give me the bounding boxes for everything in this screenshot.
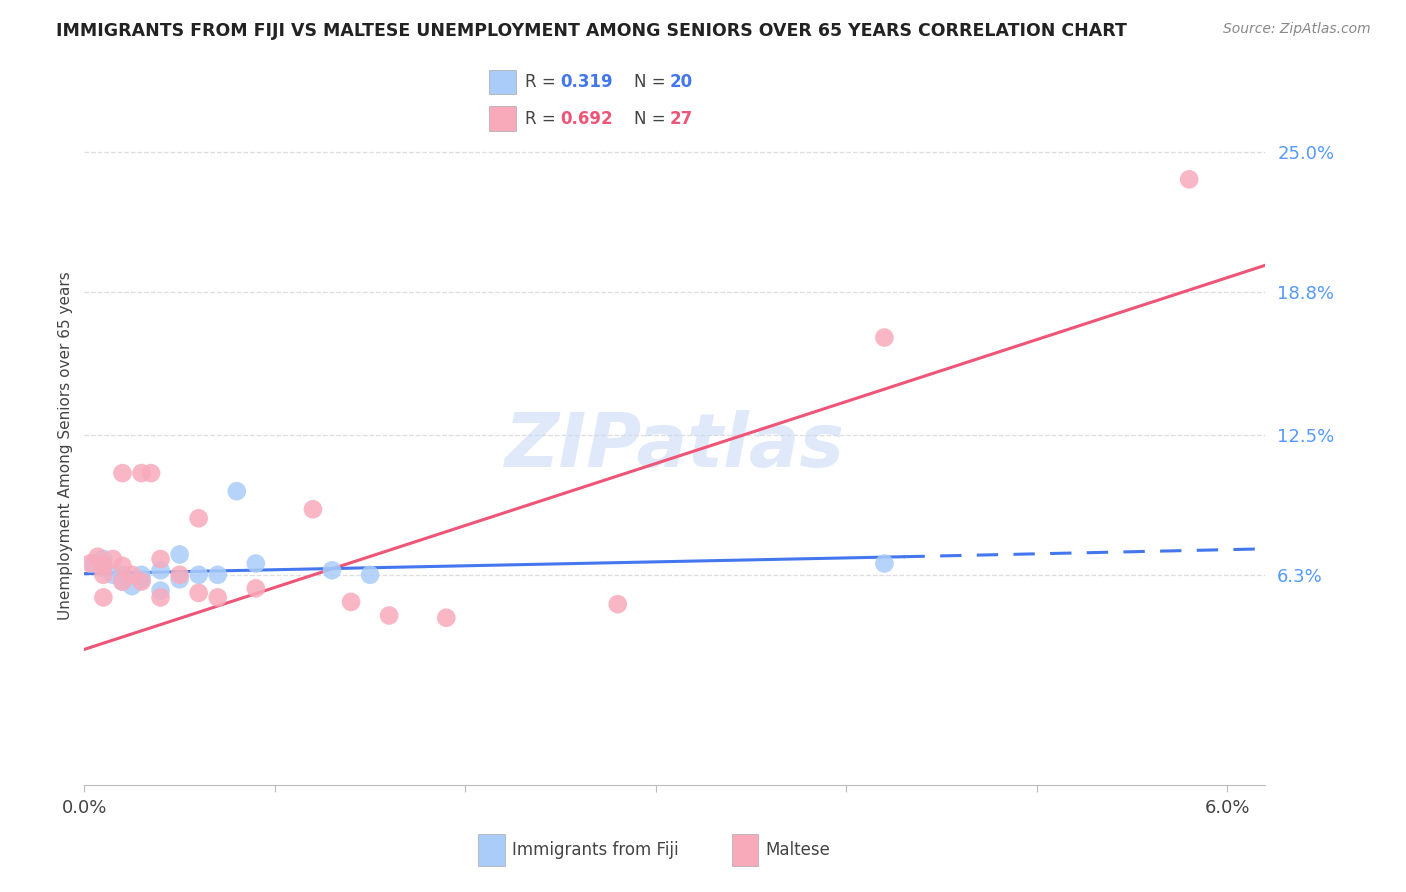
Point [207, 591, 229, 605]
Point [245, 557, 267, 571]
Point [93, 561, 115, 575]
Point [225, 484, 247, 499]
Point [111, 466, 134, 480]
Point [121, 567, 143, 582]
Point [149, 563, 172, 577]
Point [169, 567, 191, 582]
Point [187, 567, 209, 582]
Point [131, 574, 153, 589]
Point [149, 591, 172, 605]
Point [187, 511, 209, 525]
Point [131, 572, 153, 586]
Point [111, 558, 134, 573]
Point [149, 583, 172, 598]
Point [93, 591, 115, 605]
Point [187, 586, 209, 600]
Text: 20: 20 [671, 73, 693, 91]
Y-axis label: Unemployment Among Seniors over 65 years: Unemployment Among Seniors over 65 years [58, 272, 73, 620]
Point [111, 567, 134, 582]
Point [207, 567, 229, 582]
Point [101, 567, 124, 582]
Point [873, 330, 896, 344]
Point [149, 552, 172, 566]
Text: N =: N = [634, 110, 671, 128]
Point [169, 572, 191, 586]
Point [302, 502, 325, 516]
Point [245, 582, 267, 596]
Point [340, 595, 363, 609]
Point [79, 557, 101, 571]
Point [93, 552, 115, 566]
Point [93, 558, 115, 573]
Point [101, 552, 124, 566]
Point [434, 611, 457, 625]
Point [378, 608, 401, 623]
Text: R =: R = [524, 110, 561, 128]
Text: Source: ZipAtlas.com: Source: ZipAtlas.com [1223, 22, 1371, 37]
Text: ZIPatlas: ZIPatlas [505, 409, 845, 483]
Point [169, 548, 191, 562]
FancyBboxPatch shape [489, 106, 516, 130]
Text: Maltese: Maltese [765, 840, 830, 859]
Text: 0.692: 0.692 [561, 110, 613, 128]
Point [93, 567, 115, 582]
Point [606, 597, 628, 611]
Point [139, 466, 162, 480]
FancyBboxPatch shape [489, 70, 516, 95]
Point [121, 579, 143, 593]
Point [321, 563, 343, 577]
Text: 27: 27 [671, 110, 693, 128]
Text: 0.319: 0.319 [561, 73, 613, 91]
Point [131, 567, 153, 582]
Point [86, 549, 108, 564]
Text: R =: R = [524, 73, 561, 91]
FancyBboxPatch shape [478, 833, 505, 865]
Point [131, 466, 153, 480]
Point [111, 574, 134, 589]
Point [111, 574, 134, 589]
Point [83, 557, 105, 571]
FancyBboxPatch shape [731, 833, 758, 865]
Text: IMMIGRANTS FROM FIJI VS MALTESE UNEMPLOYMENT AMONG SENIORS OVER 65 YEARS CORRELA: IMMIGRANTS FROM FIJI VS MALTESE UNEMPLOY… [56, 22, 1128, 40]
Point [873, 557, 896, 571]
Point [1178, 172, 1201, 186]
Point [359, 567, 381, 582]
Text: N =: N = [634, 73, 671, 91]
Text: Immigrants from Fiji: Immigrants from Fiji [512, 840, 679, 859]
